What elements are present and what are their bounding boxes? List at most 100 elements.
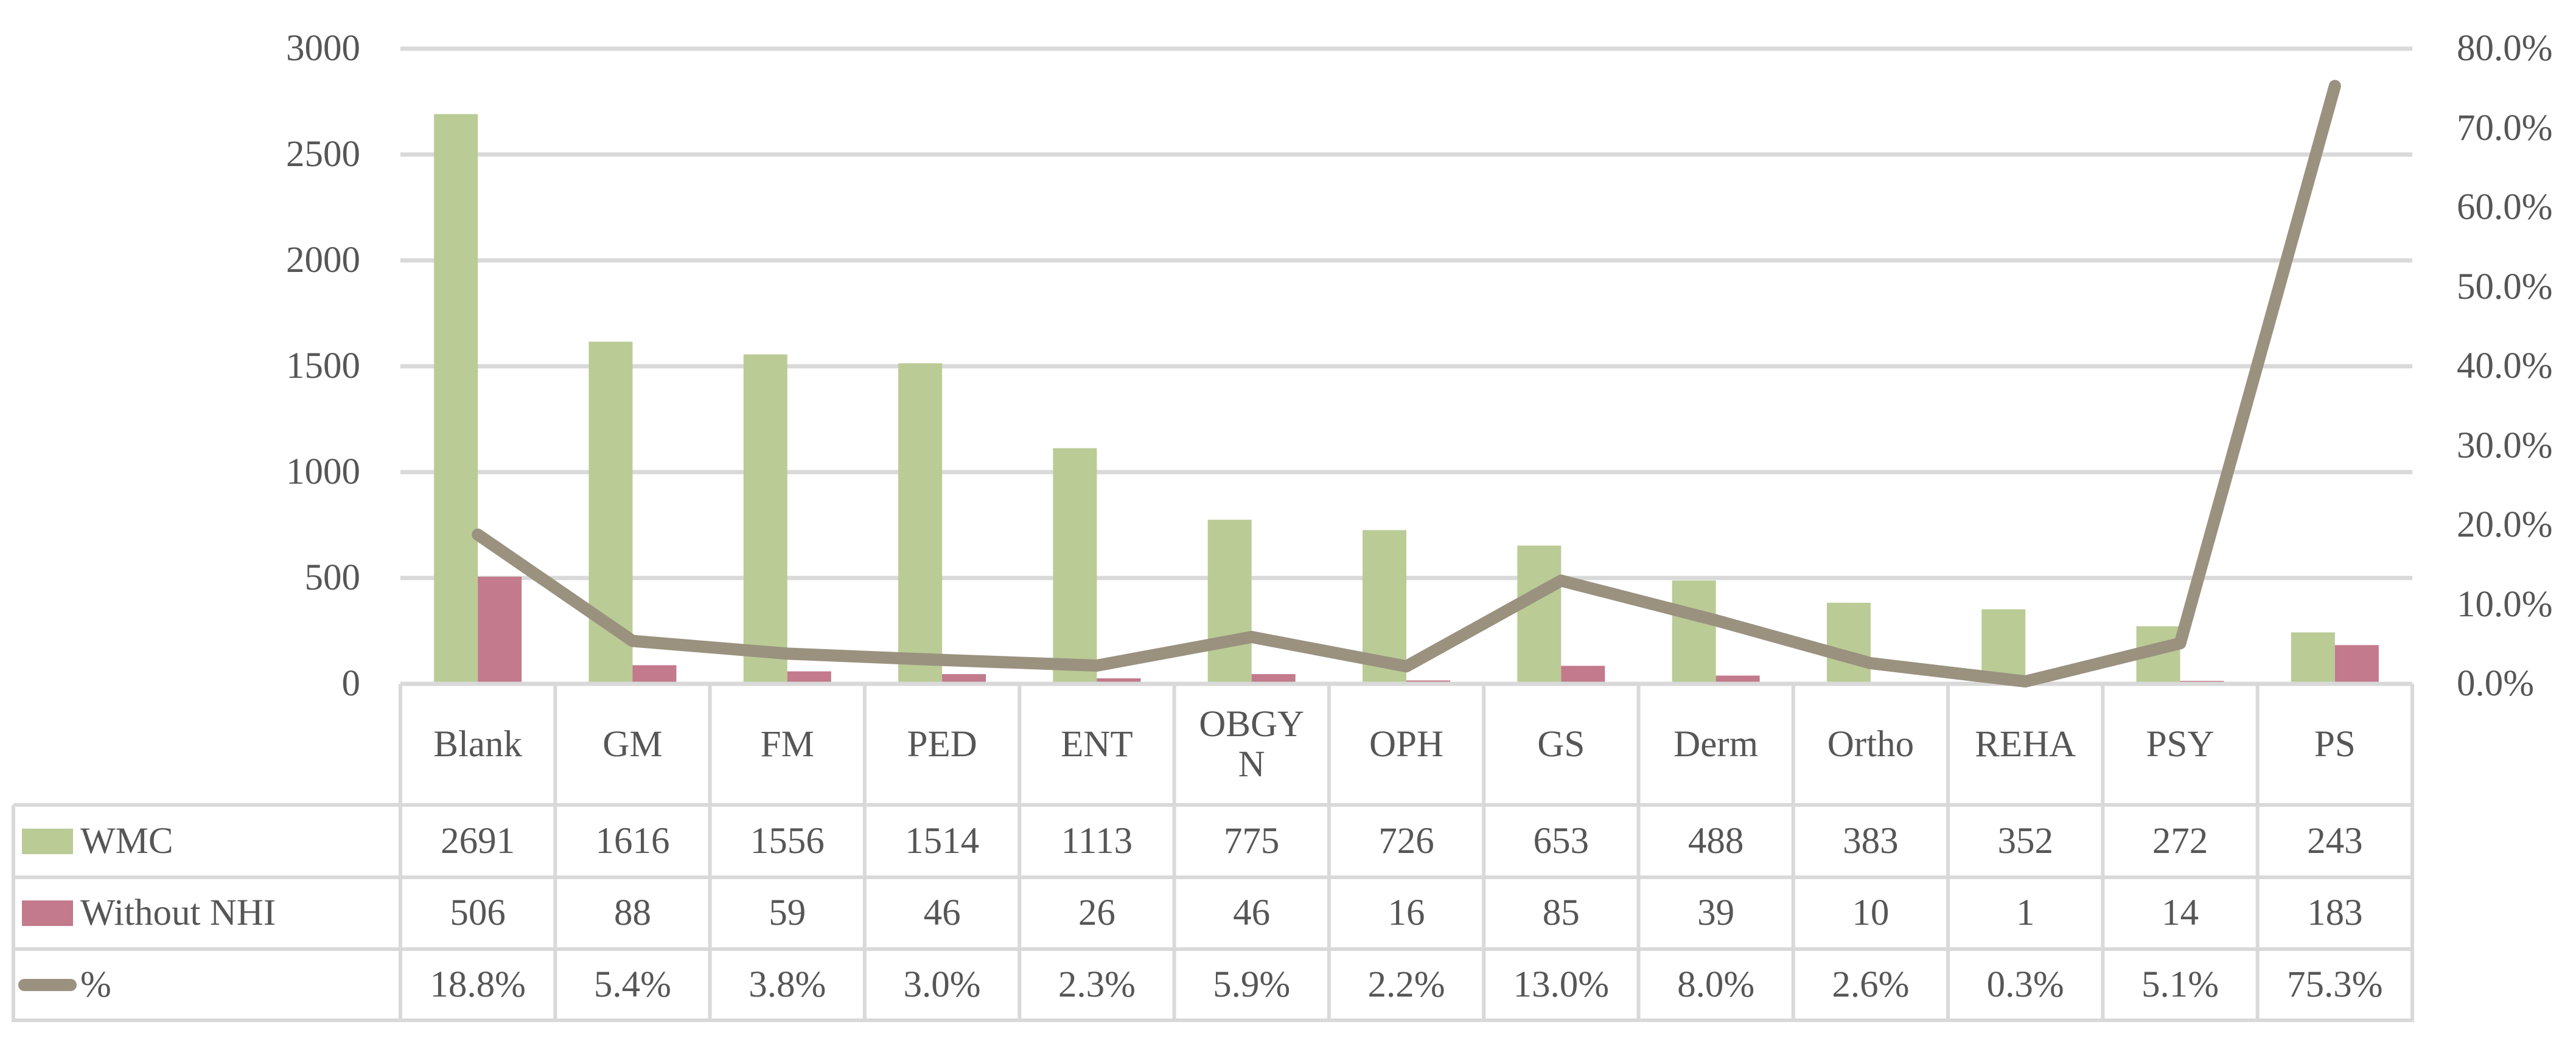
category-label-gm: GM [555, 686, 710, 803]
table-cell: 2.3% [1058, 964, 1136, 1005]
table-column-border [2410, 684, 2414, 1022]
without-nhi-bar-obgyn [1251, 673, 1296, 684]
wmc-bar-ps [2291, 632, 2335, 684]
wmc-bar-obgyn [1207, 520, 1252, 684]
left-axis-tick: 0 [341, 663, 361, 704]
category-label-text: PED [907, 723, 977, 765]
table-cell: 775 [1223, 820, 1280, 861]
wmc-bar-ortho [1826, 602, 1871, 684]
gridline [400, 46, 2412, 51]
category-label-derm: Derm [1638, 686, 1793, 803]
wmc-bar-ent [1053, 448, 1097, 684]
table-column-border [708, 684, 712, 1022]
category-label-blank: Blank [400, 686, 555, 803]
table-cell: 352 [1997, 820, 2053, 861]
table-cell: 88 [613, 893, 651, 933]
table-cell: 10 [1852, 893, 1890, 933]
table-cell: 18.8% [430, 964, 526, 1005]
right-axis-tick: 60.0% [2457, 187, 2553, 228]
right-axis-tick: 80.0% [2457, 28, 2553, 69]
table-column-border [862, 684, 867, 1022]
percent-line-legend-key-icon [18, 978, 77, 991]
right-axis-tick: 50.0% [2457, 266, 2553, 307]
table-column-border [1482, 684, 1486, 1022]
table-cell: 3.0% [903, 964, 981, 1005]
category-label-fm: FM [710, 686, 865, 803]
table-cell: 0.3% [1986, 964, 2064, 1005]
category-label-text: REHA [1975, 723, 2076, 765]
table-cell: 1556 [750, 820, 825, 861]
table-cell: 2.2% [1367, 964, 1445, 1005]
table-cell: 1 [2016, 893, 2035, 933]
left-axis-tick: 3000 [286, 28, 360, 69]
left-axis-tick: 1500 [286, 346, 360, 386]
table-cell: 726 [1378, 820, 1434, 861]
table-cell: 5.9% [1213, 964, 1291, 1005]
category-label-reha: REHA [1948, 686, 2103, 803]
wmc-bar-ped [898, 363, 943, 684]
table-column-border [1791, 684, 1795, 1022]
table-cell: 653 [1533, 820, 1590, 861]
legend-label: WMC [80, 820, 173, 861]
without-nhi-bar-ped [942, 673, 986, 684]
wmc-bar-derm [1672, 580, 1716, 684]
right-axis-tick: 0.0% [2457, 663, 2535, 704]
x-axis-line [400, 681, 2412, 686]
gridline [400, 364, 2412, 369]
without-nhi-bar-gs [1561, 666, 1605, 684]
table-cell: 243 [2307, 820, 2363, 861]
table-left-border [12, 805, 15, 1022]
table-cell: 46 [923, 893, 961, 933]
right-axis-tick: 40.0% [2457, 346, 2553, 386]
right-axis-tick: 30.0% [2457, 425, 2553, 466]
category-label-text: FM [760, 723, 814, 765]
table-cell: 506 [450, 893, 506, 933]
table-column-border [1636, 684, 1641, 1022]
table-cell: 2.6% [1832, 964, 1910, 1005]
table-cell: 383 [1843, 820, 1899, 861]
table-cell: 75.3% [2287, 964, 2383, 1005]
table-row-border [13, 803, 2414, 807]
category-label-text: GS [1537, 723, 1585, 765]
left-axis-tick: 500 [304, 557, 361, 598]
table-cell: 488 [1688, 820, 1744, 861]
table-column-border [399, 684, 402, 1022]
table-cell: 85 [1542, 893, 1580, 933]
table-column-border [1327, 684, 1331, 1022]
table-cell: 14 [2162, 893, 2199, 933]
without-nhi-bar-ent [1097, 678, 1141, 684]
legend-label: % [80, 964, 111, 1005]
table-cell: 272 [2152, 820, 2208, 861]
category-label-text: OBGYN [1199, 703, 1305, 785]
table-cell: 2691 [441, 820, 515, 861]
table-cell: 13.0% [1513, 964, 1610, 1005]
left-axis-tick: 2000 [286, 240, 360, 280]
table-column-border [553, 684, 557, 1022]
legend-label: Without NHI [80, 893, 276, 933]
wmc-bar-gs [1517, 545, 1562, 684]
right-axis-tick: 10.0% [2457, 583, 2553, 625]
table-cell: 8.0% [1677, 964, 1755, 1005]
category-label-gs: GS [1484, 686, 1638, 803]
bar-legend-key-icon [22, 900, 73, 926]
gridline [400, 258, 2412, 263]
table-cell: 183 [2307, 893, 2363, 933]
category-label-text: Ortho [1827, 723, 1915, 765]
table-cell: 1113 [1061, 820, 1133, 861]
table-cell: 26 [1078, 893, 1115, 933]
table-column-border [1172, 684, 1176, 1022]
category-label-text: GM [602, 723, 663, 765]
wmc-bar-fm [743, 354, 787, 684]
category-label-text: Derm [1674, 723, 1759, 765]
wmc-bar-blank [434, 114, 478, 684]
table-cell: 16 [1387, 893, 1425, 933]
table-column-border [2255, 684, 2260, 1022]
legend-cell-without-nhi: Without NHI [13, 879, 400, 947]
table-column-border [2101, 684, 2105, 1022]
table-cell: 39 [1697, 893, 1735, 933]
right-axis-tick: 70.0% [2457, 107, 2553, 148]
category-label-text: PSY [2146, 723, 2215, 765]
category-label-psy: PSY [2103, 686, 2257, 803]
